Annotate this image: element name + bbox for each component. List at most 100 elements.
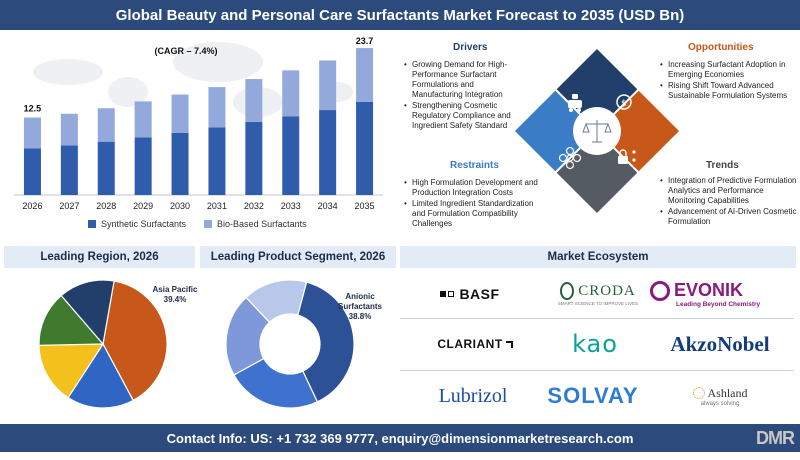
- bar-synthetic: [171, 133, 189, 195]
- legend-swatch: [204, 220, 213, 228]
- x-tick-label: 2034: [318, 201, 338, 211]
- pie-slice: [245, 279, 308, 324]
- divider: [400, 370, 794, 371]
- drivers-list: Growing Demand for High-Performance Surf…: [404, 60, 524, 132]
- x-tick-label: 2030: [170, 201, 190, 211]
- x-tick-label: 2027: [59, 201, 79, 211]
- data-label-last: 23.7: [356, 36, 374, 46]
- balance-scale-icon: [582, 120, 612, 143]
- restraints-list: High Formulation Development and Product…: [404, 178, 544, 230]
- callout-value: 38.8%: [348, 312, 372, 321]
- legend-label: Synthetic Surfactants: [101, 219, 187, 229]
- restraints-quadrant: [514, 90, 596, 172]
- x-tick-label: 2033: [281, 201, 301, 211]
- bar-bio-based: [245, 79, 263, 122]
- list-item: High Formulation Development and Product…: [404, 178, 544, 198]
- x-tick-label: 2031: [207, 201, 227, 211]
- pie-slice: [67, 342, 135, 409]
- x-tick-label: 2032: [244, 201, 264, 211]
- trends-quadrant: [556, 132, 638, 214]
- bar-synthetic: [356, 102, 374, 195]
- cagr-annotation: (CAGR – 7.4%): [154, 46, 217, 56]
- pie-slice: [102, 280, 168, 402]
- segment-header: Leading Product Segment, 2026: [200, 246, 396, 268]
- bar-synthetic: [60, 145, 78, 195]
- segment-callout: Anionic Surfactants 38.8%: [335, 292, 385, 322]
- list-item: Limited Ingredient Standardization and F…: [404, 199, 544, 229]
- callout-name: Asia Pacific: [152, 285, 198, 294]
- lubrizol-logo: Lubrizol: [438, 384, 508, 407]
- region-header: Leading Region, 2026: [4, 246, 195, 268]
- bar-bio-based: [23, 117, 41, 149]
- bar-synthetic: [23, 148, 41, 195]
- leaf-icon: [560, 282, 575, 300]
- legend-swatch: [88, 220, 96, 228]
- pie-slice: [297, 281, 355, 403]
- bar-synthetic: [97, 141, 115, 195]
- segment-donut-chart: [225, 279, 355, 409]
- bar-bio-based: [134, 101, 152, 138]
- x-tick-label: 2029: [133, 201, 153, 211]
- evonik-circle-icon: [650, 280, 670, 301]
- basf-logo: BASF: [405, 272, 535, 316]
- chart-legend: Synthetic Surfactants Bio-Based Surfacta…: [88, 219, 307, 229]
- list-item: Increasing Surfactant Adoption in Emergi…: [660, 60, 792, 80]
- callout-name: Anionic Surfactants: [337, 292, 382, 311]
- restraints-title: Restraints: [450, 160, 499, 171]
- bar-synthetic: [282, 116, 300, 195]
- x-tick-label: 2035: [355, 201, 375, 211]
- dmr-logo: DMR: [756, 427, 795, 448]
- akzonobel-logo: AkzoNobel: [670, 331, 770, 356]
- legend-item-synthetic: Synthetic Surfactants: [88, 219, 186, 229]
- bar-synthetic: [134, 137, 152, 195]
- list-item: Rising Shift Toward Advanced Sustainable…: [660, 81, 792, 101]
- pie-slice: [233, 357, 319, 409]
- list-item: Advancement of AI-Driven Cosmetic Formul…: [660, 207, 798, 227]
- ecosystem-header: Market Ecosystem: [400, 246, 796, 268]
- region-pie-chart: [38, 279, 168, 409]
- market-dynamics-diamond: $: [514, 48, 680, 214]
- ashland-logo: Ashland always solving: [650, 374, 790, 418]
- clariant-logo: CLARIANT: [410, 322, 540, 366]
- basf-squares-icon: [440, 291, 455, 297]
- trends-title: Trends: [706, 160, 739, 171]
- bar-bio-based: [60, 113, 78, 146]
- page-title: Global Beauty and Personal Care Surfacta…: [0, 0, 800, 30]
- bar-bio-based: [319, 60, 337, 111]
- drivers-title: Drivers: [453, 42, 488, 53]
- pie-slice: [38, 294, 105, 346]
- svg-text:$: $: [621, 99, 627, 109]
- callout-value: 39.4%: [163, 295, 187, 304]
- pie-slice: [60, 279, 115, 346]
- x-tick-label: 2026: [22, 201, 42, 211]
- drivers-quadrant: [556, 48, 638, 130]
- list-item: Strengthening Cosmetic Regulatory Compli…: [404, 101, 524, 131]
- legend-item-bio-based: Bio-Based Surfactants: [204, 219, 307, 229]
- opportunities-title: Opportunities: [688, 42, 754, 53]
- list-item: Integration of Predictive Formulation An…: [660, 176, 798, 206]
- ashland-dots-icon: [692, 387, 705, 399]
- flower-icon: [558, 146, 582, 170]
- opportunities-list: Increasing Surfactant Adoption in Emergi…: [660, 60, 792, 102]
- solvay-logo: SOLVAY: [547, 383, 639, 408]
- robot-car-icon: [568, 94, 582, 112]
- list-item: Growing Demand for High-Performance Surf…: [404, 60, 524, 100]
- clariant-mark-icon: [505, 340, 513, 348]
- region-callout: Asia Pacific 39.4%: [150, 285, 200, 305]
- bar-bio-based: [356, 48, 374, 102]
- bar-synthetic: [208, 127, 226, 195]
- evonik-logo: EVONIK Leading Beyond Chemistry: [650, 272, 790, 316]
- forecast-bar-chart: 2026 2027 2028 2029 2030 2031 2032 2033 2034 2035…: [14, 36, 383, 211]
- bar-bio-based: [171, 94, 189, 133]
- bar-bio-based: [282, 70, 300, 117]
- pie-slice: [38, 343, 105, 399]
- legend-label: Bio-Based Surfactants: [217, 219, 307, 229]
- bar-bio-based: [97, 108, 115, 142]
- croda-logo: CRODA SMART SCIENCE TO IMPROVE LIVES: [557, 282, 639, 306]
- hand-dollar-icon: $: [616, 94, 632, 110]
- bar-bio-based: [208, 87, 226, 128]
- lock-network-icon: [618, 149, 636, 164]
- bar-synthetic: [245, 121, 263, 195]
- kao-logo: KAO: [572, 330, 618, 358]
- trends-list: Integration of Predictive Formulation An…: [660, 176, 798, 228]
